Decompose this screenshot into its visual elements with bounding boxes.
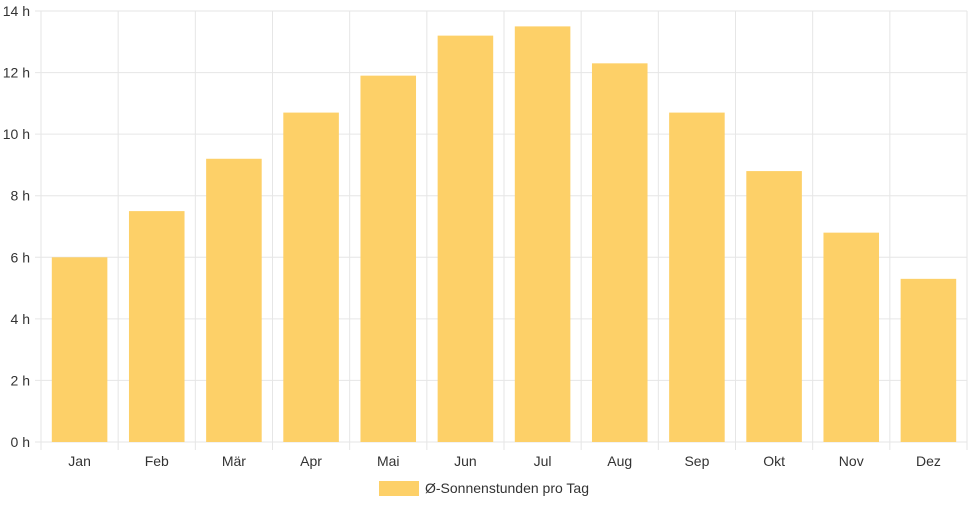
y-tick-label: 8 h — [11, 188, 30, 204]
bar-jan[interactable] — [51, 257, 108, 442]
bar-jul[interactable] — [514, 26, 571, 443]
y-tick-label: 4 h — [11, 311, 30, 327]
axes: 0 h 2 h 4 h 6 h 8 h 10 h 12 h 14 h Jan Feb Mär Apr M… — [3, 3, 941, 469]
x-tick-label: Mär — [222, 453, 246, 469]
x-tick-label: Okt — [763, 453, 785, 469]
y-tick-label: 14 h — [3, 3, 30, 19]
grid-lines — [35, 10, 968, 450]
y-tick-label: 10 h — [3, 126, 30, 142]
x-tick-label: Sep — [684, 453, 709, 469]
y-tick-label: 6 h — [11, 249, 30, 265]
bar-aug[interactable] — [591, 63, 648, 442]
x-tick-label: Apr — [300, 453, 322, 469]
x-tick-label: Nov — [839, 453, 864, 469]
legend-swatch — [379, 480, 419, 496]
bar-mär[interactable] — [206, 158, 262, 442]
bar-nov[interactable] — [823, 232, 880, 442]
x-tick-label: Jan — [68, 453, 91, 469]
x-tick-label: Jun — [454, 453, 477, 469]
x-tick-label: Jul — [534, 453, 552, 469]
x-tick-label: Mai — [377, 453, 400, 469]
bar-dez[interactable] — [900, 278, 957, 442]
x-tick-label: Feb — [145, 453, 169, 469]
x-tick-label: Dez — [916, 453, 941, 469]
bar-feb[interactable] — [128, 211, 185, 442]
bar-sep[interactable] — [669, 112, 725, 442]
bar-mai[interactable] — [360, 75, 417, 443]
bar-okt[interactable] — [746, 171, 802, 443]
x-tick-label: Aug — [607, 453, 632, 469]
y-tick-label: 2 h — [11, 372, 30, 388]
y-tick-label: 0 h — [11, 434, 30, 450]
y-tick-label: 12 h — [3, 65, 30, 81]
legend[interactable]: Ø-Sonnenstunden pro Tag — [0, 480, 968, 496]
bar-apr[interactable] — [283, 112, 339, 442]
legend-label: Ø-Sonnenstunden pro Tag — [425, 480, 589, 496]
bar-jun[interactable] — [437, 35, 494, 442]
bars — [51, 26, 957, 443]
